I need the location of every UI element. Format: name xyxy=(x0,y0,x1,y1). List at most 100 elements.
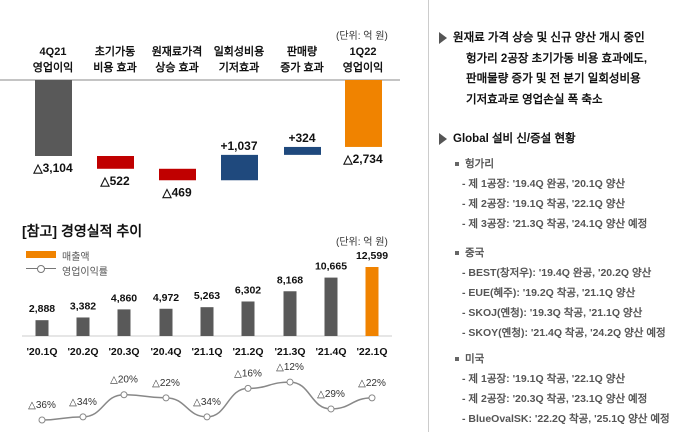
sales-bar xyxy=(200,307,214,336)
sales-value-label: 6,302 xyxy=(235,284,261,296)
sales-value-label: 8,168 xyxy=(277,274,303,286)
region-item: - BEST(창저우): '19.4Q 완공, '20.2Q 양산 xyxy=(462,265,651,280)
margin-value-label: △12% xyxy=(276,362,304,373)
waterfall-category: 원재료가격 상승 효과 xyxy=(142,44,212,76)
waterfall-bar xyxy=(159,168,196,181)
legend-margin-label: 영업이익률 xyxy=(62,267,108,278)
margin-value-label: △34% xyxy=(69,397,97,408)
sales-bar xyxy=(241,301,255,336)
sales-value-label: 5,263 xyxy=(194,290,220,302)
global-title: Global 설비 신/증설 현황 xyxy=(439,130,576,146)
waterfall-unit: (단위: 억 원) xyxy=(336,31,388,42)
sales-bar xyxy=(117,309,131,336)
summary-line: 기저효과로 영업손실 폭 축소 xyxy=(466,91,603,107)
quarter-label: '20.3Q xyxy=(108,346,139,358)
triangle-bullet-icon xyxy=(439,31,447,44)
text: - SKOY(옌청): '21.4Q 착공, '24.2Q 양산 예정 xyxy=(462,327,666,339)
category-line: 4Q21 xyxy=(39,46,67,58)
sales-value-label: 10,665 xyxy=(315,261,347,273)
quarter-label: '22.1Q xyxy=(356,346,387,358)
quarter-label: '20.1Q xyxy=(26,346,57,358)
quarter-label: '21.2Q xyxy=(232,346,263,358)
category-line: 1Q22 xyxy=(349,46,377,58)
text: - 제 2공장: '20.3Q 착공, '23.1Q 양산 예정 xyxy=(462,393,648,405)
waterfall-bar xyxy=(97,156,134,169)
region-item: - EUE(혜주): '19.2Q 착공, '21.1Q 양산 xyxy=(462,285,635,300)
triangle-bullet-icon xyxy=(439,132,447,145)
sales-bar xyxy=(324,277,338,336)
region-item: - 제 1공장: '19.4Q 완공, '20.1Q 양산 xyxy=(462,176,625,191)
text: 판매물량 증가 및 전 분기 일회성비용 xyxy=(466,73,641,85)
category-line: 비용 효과 xyxy=(93,62,137,74)
legend-sales-swatch xyxy=(26,251,56,258)
waterfall-value-label: △3,104 xyxy=(32,161,73,175)
margin-point xyxy=(327,405,335,413)
waterfall-value-label: △522 xyxy=(99,174,130,188)
sales-value-label: 4,860 xyxy=(111,292,137,304)
sales-value-label: 4,972 xyxy=(153,292,179,304)
region-item: - BlueOvalSK: '22.2Q 착공, '25.1Q 양산 예정 xyxy=(462,411,670,426)
sales-value-label: 12,599 xyxy=(356,250,388,262)
sales-bar xyxy=(35,320,49,336)
waterfall-category: 1Q22 영업이익 xyxy=(328,44,398,76)
quarter-label: '20.4Q xyxy=(150,346,181,358)
quarter-label: '21.3Q xyxy=(274,346,305,358)
trend-unit: (단위: 억 원) xyxy=(336,237,388,248)
margin-value-label: △34% xyxy=(193,397,221,408)
margin-value-label: △22% xyxy=(152,378,180,389)
waterfall-bar xyxy=(345,80,382,147)
charts-svg: △3,104 △522 △469 +1,037 +324 △2,734 2,888 '20.1… xyxy=(0,79,400,424)
sales-value-label: 3,382 xyxy=(70,300,96,312)
waterfall-value-label: +1,037 xyxy=(220,139,257,153)
waterfall-value-label: △469 xyxy=(161,185,192,199)
category-line: 상승 효과 xyxy=(155,62,199,74)
square-bullet-icon xyxy=(455,357,459,362)
text: 헝가리 2공장 초기가동 비용 효과에도, xyxy=(466,52,648,65)
text: 기저효과로 영업손실 폭 축소 xyxy=(466,93,603,106)
square-bullet-icon xyxy=(455,251,459,256)
waterfall-value-label: +324 xyxy=(288,131,315,145)
square-bullet-icon xyxy=(455,162,459,167)
text: - EUE(혜주): '19.2Q 착공, '21.1Q 양산 xyxy=(462,287,636,299)
legend-sales-label: 매출액 xyxy=(62,252,90,263)
sales-bar xyxy=(283,291,297,336)
margin-point xyxy=(79,413,87,421)
text: 미국 xyxy=(465,353,485,365)
region-name: 중국 xyxy=(455,245,484,260)
margin-value-label: △36% xyxy=(28,400,56,411)
region-name: 미국 xyxy=(455,351,484,366)
text: 원재료 가격 상승 및 신규 양산 개시 중인 xyxy=(453,32,645,44)
category-line: 기저효과 xyxy=(218,62,260,74)
text: - 제 2공장: '19.1Q 착공, '22.1Q 양산 xyxy=(462,198,626,210)
text: - BEST(창저우): '19.4Q 완공, '20.2Q 양산 xyxy=(462,267,652,279)
waterfall-bar xyxy=(35,80,72,156)
region-item: - 제 2공장: '20.3Q 착공, '23.1Q 양산 예정 xyxy=(462,391,647,406)
waterfall-bar xyxy=(284,146,321,155)
margin-value-label: △20% xyxy=(110,375,138,386)
text: - 제 1공장: '19.4Q 완공, '20.1Q 양산 xyxy=(462,178,626,190)
margin-point xyxy=(203,413,211,421)
quarter-label: '21.1Q xyxy=(191,346,222,358)
text: - 제 1공장: '19.1Q 착공, '22.1Q 양산 xyxy=(462,373,626,385)
region-name: 헝가리 xyxy=(455,156,494,171)
category-line: 판매량 xyxy=(286,46,318,58)
summary-line: 헝가리 2공장 초기가동 비용 효과에도, xyxy=(466,50,647,66)
margin-point xyxy=(244,384,252,392)
waterfall-category: 4Q21 영업이익 xyxy=(18,44,88,76)
waterfall-bar xyxy=(221,154,258,181)
waterfall-value-label: △2,734 xyxy=(342,152,383,166)
sales-bar xyxy=(159,308,173,336)
category-line: 증가 효과 xyxy=(280,62,324,74)
text: 중국 xyxy=(465,247,485,259)
category-line: 초기가동 xyxy=(94,46,136,58)
quarter-label: '20.2Q xyxy=(67,346,98,358)
region-item: - SKOJ(옌청): '19.3Q 착공, '21.1Q 양산 xyxy=(462,305,642,320)
margin-point xyxy=(38,416,46,424)
sales-value-label: 2,888 xyxy=(29,303,55,315)
margin-value-label: △22% xyxy=(358,378,386,389)
category-line: 영업이익 xyxy=(342,62,384,74)
trend-title: [참고] 경영실적 추이 xyxy=(22,223,143,239)
region-item: - 제 3공장: '21.3Q 착공, '24.1Q 양산 예정 xyxy=(462,216,647,231)
